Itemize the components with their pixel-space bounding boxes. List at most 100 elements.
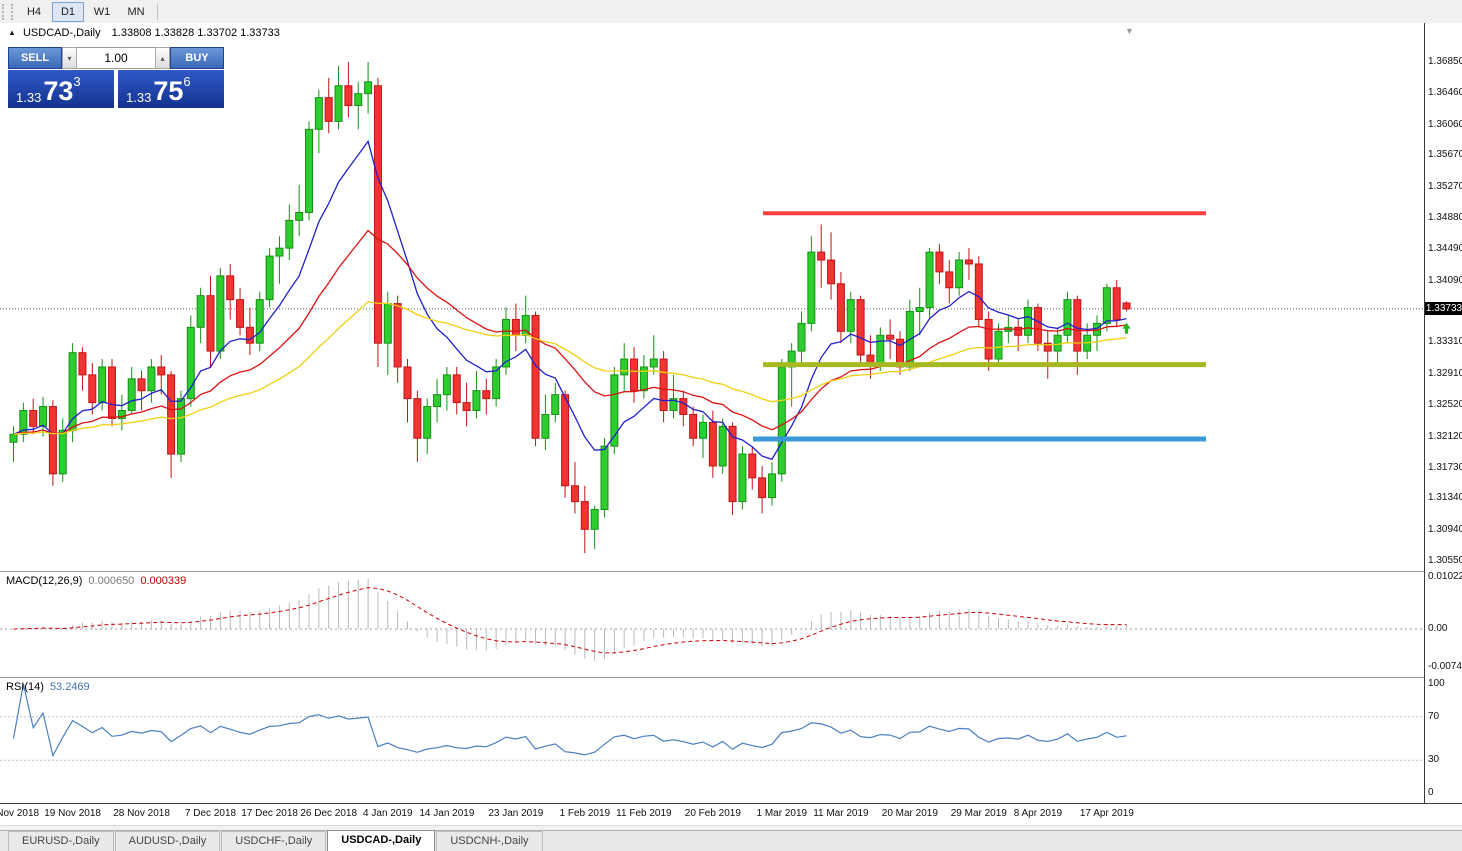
toolbar-separator bbox=[157, 3, 158, 20]
candle-body bbox=[167, 374, 176, 455]
toolbar-grip[interactable] bbox=[2, 3, 13, 20]
volume-input[interactable] bbox=[77, 47, 155, 69]
time-axis-label: 9 Nov 2018 bbox=[0, 808, 40, 819]
candle-body bbox=[777, 366, 786, 475]
candle-body bbox=[1112, 287, 1121, 320]
candle-body bbox=[58, 429, 67, 475]
time-axis-label: 1 Feb 2019 bbox=[559, 808, 611, 819]
candle-body bbox=[876, 334, 885, 364]
rsi-name: RSI(14) bbox=[6, 681, 44, 693]
sell-button[interactable]: SELL bbox=[8, 47, 62, 69]
candle-body bbox=[1063, 299, 1072, 336]
time-axis-label: 23 Jan 2019 bbox=[488, 808, 544, 819]
candle-body bbox=[669, 398, 678, 412]
timeframe-button-mn[interactable]: MN bbox=[127, 5, 145, 18]
horizontal-scrollbar[interactable] bbox=[0, 825, 1462, 831]
candle-body bbox=[452, 374, 461, 404]
candle-body bbox=[482, 390, 491, 400]
rsi-value: 53.2469 bbox=[49, 681, 90, 693]
candle-body bbox=[728, 425, 737, 503]
time-axis-label: 4 Jan 2019 bbox=[363, 808, 413, 819]
candle-body bbox=[758, 477, 767, 499]
candle-body bbox=[570, 485, 579, 503]
price-axis-label: 1.34090 bbox=[1428, 274, 1462, 286]
time-axis-label: 11 Mar 2019 bbox=[813, 808, 869, 819]
price-axis[interactable]: 1.33733 1.36850 1.36460 1.36060 1.35670 1.35… bbox=[1424, 23, 1462, 803]
timeframe-button-d1[interactable]: D1 bbox=[52, 1, 84, 22]
candle-body bbox=[748, 453, 757, 479]
main-price-chart[interactable] bbox=[0, 23, 1424, 571]
candle-body bbox=[403, 366, 412, 400]
rsi-axis-label: 70 bbox=[1428, 710, 1440, 722]
panel-divider[interactable] bbox=[0, 571, 1462, 572]
candle-body bbox=[236, 299, 245, 328]
candle-body bbox=[836, 283, 845, 332]
candle-body bbox=[630, 358, 639, 392]
timeframe-button-h4[interactable]: H4 bbox=[26, 5, 42, 18]
macd-name: MACD(12,26,9) bbox=[6, 575, 83, 587]
candle-body bbox=[886, 334, 895, 340]
candle-body bbox=[295, 211, 304, 221]
current-price-badge: 1.33733 bbox=[1425, 302, 1462, 316]
timeframe-button-w1[interactable]: W1 bbox=[93, 5, 111, 18]
time-axis-label: 19 Nov 2018 bbox=[44, 808, 101, 819]
ma-medium-line bbox=[13, 229, 1127, 435]
volume-decrease-button[interactable]: ▾ bbox=[62, 47, 77, 69]
time-axis-label: 1 Mar 2019 bbox=[756, 808, 808, 819]
candle-body bbox=[39, 406, 48, 427]
time-axis-label: 11 Feb 2019 bbox=[616, 808, 672, 819]
candle-body bbox=[176, 398, 185, 455]
volume-increase-button[interactable]: ▴ bbox=[155, 47, 170, 69]
panel-divider[interactable] bbox=[0, 677, 1462, 678]
one-click-prices: 1.33 73 3 1.33 75 6 bbox=[8, 70, 224, 108]
candle-body bbox=[679, 398, 688, 415]
price-axis-label: 1.30550 bbox=[1428, 555, 1462, 566]
candle-body bbox=[1014, 326, 1023, 336]
buy-button[interactable]: BUY bbox=[170, 47, 224, 69]
chart-tab-usdcad-daily[interactable]: USDCAD-,Daily bbox=[327, 830, 436, 851]
time-axis-label: 28 Nov 2018 bbox=[113, 808, 170, 819]
chart-tab-usdchf-daily[interactable]: USDCHF-,Daily bbox=[221, 831, 327, 851]
price-axis-label: 1.31730 bbox=[1428, 461, 1462, 473]
timeframe-toolbar: H4 D1 W1 MN bbox=[0, 0, 1462, 24]
candle-body bbox=[797, 322, 806, 352]
buy-arrow-marker[interactable] bbox=[1122, 322, 1131, 334]
candle-body bbox=[285, 219, 294, 249]
rsi-indicator-chart[interactable] bbox=[0, 678, 1424, 802]
buy-price-panel[interactable]: 1.33 75 6 bbox=[118, 70, 224, 108]
candle-body bbox=[827, 259, 836, 285]
candle-body bbox=[541, 413, 550, 439]
sell-price-panel[interactable]: 1.33 73 3 bbox=[8, 70, 114, 108]
candle-body bbox=[738, 453, 747, 503]
price-axis-label: 1.35270 bbox=[1428, 181, 1462, 193]
chart-tab-usdcnh-daily[interactable]: USDCNH-,Daily bbox=[436, 831, 543, 851]
time-axis[interactable]: 9 Nov 2018 19 Nov 2018 28 Nov 2018 7 Dec 20… bbox=[0, 803, 1462, 826]
chart-symbol-label: USDCAD-,Daily bbox=[22, 27, 101, 39]
macd-axis-label: 0.010229 bbox=[1428, 570, 1462, 582]
candle-body bbox=[856, 299, 865, 356]
candle-body bbox=[945, 271, 954, 289]
price-axis-label: 1.35670 bbox=[1428, 149, 1462, 161]
candle-body bbox=[708, 421, 717, 467]
candle-body bbox=[334, 85, 343, 122]
chart-area[interactable]: 1.33733 1.36850 1.36460 1.36060 1.35670 1.35… bbox=[0, 23, 1462, 803]
chart-tab-eurusd-daily[interactable]: EURUSD-,Daily bbox=[8, 831, 114, 851]
macd-signal-value: 0.000339 bbox=[140, 575, 187, 587]
candle-body bbox=[492, 366, 501, 400]
candle-body bbox=[590, 509, 599, 530]
chart-tab-audusd-daily[interactable]: AUDUSD-,Daily bbox=[114, 831, 221, 851]
price-axis-label: 1.30940 bbox=[1428, 524, 1462, 536]
candle-body bbox=[354, 93, 363, 107]
candle-body bbox=[561, 394, 570, 487]
chart-shift-marker[interactable]: ▼ bbox=[1125, 26, 1134, 36]
candle-body bbox=[117, 410, 126, 419]
candle-body bbox=[442, 374, 451, 396]
macd-indicator-chart[interactable] bbox=[0, 572, 1424, 677]
candle-body bbox=[186, 326, 195, 400]
candle-body bbox=[88, 374, 97, 404]
candle-body bbox=[659, 358, 668, 412]
candle-body bbox=[817, 251, 826, 261]
price-axis-label: 1.32910 bbox=[1428, 368, 1462, 380]
candle-body bbox=[610, 374, 619, 447]
rsi-label: RSI(14) 53.2469 bbox=[6, 681, 90, 693]
